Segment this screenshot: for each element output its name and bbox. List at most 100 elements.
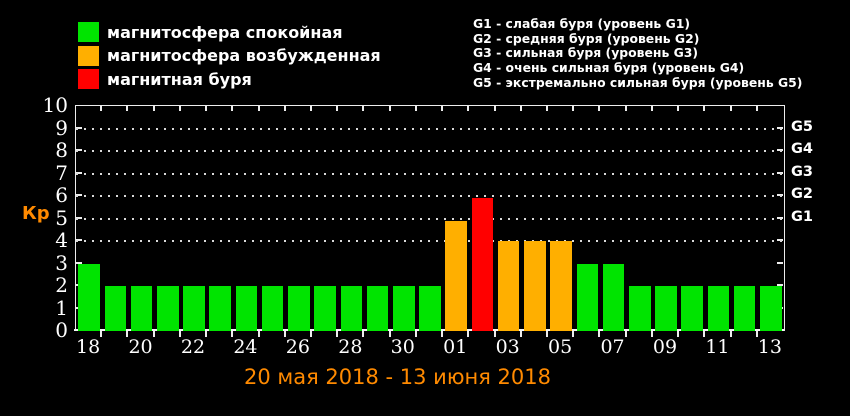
x-tick-top — [257, 106, 260, 111]
bar-23 — [209, 286, 231, 331]
y-tick-label: 7 — [55, 160, 68, 185]
storm-level-line: G5 - экстремально сильная буря (уровень … — [473, 74, 803, 90]
x-tick-bottom — [231, 331, 234, 337]
x-tick-top — [362, 106, 365, 111]
bar-22 — [183, 286, 205, 331]
legend-item: магнитная буря — [78, 69, 252, 89]
g-level-label-g1: G1 — [791, 208, 813, 225]
x-tick-label: 01 — [443, 336, 468, 358]
x-tick-bottom — [414, 331, 417, 337]
storm-level-line: G2 - средняя буря (уровень G2) — [473, 30, 700, 46]
x-tick-top — [467, 106, 470, 111]
y-tick-label: 3 — [55, 250, 68, 275]
x-tick-top — [624, 106, 627, 111]
gridline-kp5 — [76, 217, 784, 220]
x-tick-bottom — [703, 331, 706, 337]
x-tick-bottom — [388, 331, 391, 337]
bar-13 — [760, 286, 782, 331]
y-tick-left — [76, 261, 82, 264]
storm-level-line: G4 - очень сильная буря (уровень G4) — [473, 60, 745, 76]
bar-28 — [340, 286, 363, 331]
x-tick-bottom — [178, 331, 181, 337]
x-tick-bottom — [624, 331, 627, 337]
x-tick-top — [336, 106, 339, 111]
bar-24 — [235, 286, 258, 331]
y-tick-label: 5 — [55, 205, 68, 230]
bar-21 — [157, 286, 179, 331]
y-tick-label: 10 — [42, 93, 68, 117]
gridline-kp9 — [76, 127, 784, 130]
x-tick-bottom — [598, 331, 601, 337]
y-tick-label: 1 — [55, 295, 68, 320]
x-tick-bottom — [362, 331, 365, 337]
x-tick-top — [546, 106, 548, 111]
x-tick-bottom — [729, 331, 732, 337]
x-tick-label: 03 — [495, 336, 520, 358]
x-tick-bottom — [283, 331, 286, 337]
x-tick-top — [677, 106, 680, 111]
y-axis-title: Кр — [22, 203, 50, 224]
bar-29 — [366, 286, 389, 331]
bar-01 — [445, 220, 467, 331]
bar-12 — [733, 286, 756, 331]
bar-03 — [497, 241, 520, 331]
x-tick-label: 28 — [338, 336, 363, 358]
excited-swatch-icon — [78, 45, 99, 66]
x-tick-label: 09 — [652, 336, 678, 358]
bar-09 — [655, 286, 677, 331]
x-tick-top — [178, 106, 181, 111]
x-tick-top — [755, 106, 758, 111]
x-tick-top — [441, 106, 444, 111]
bar-07 — [602, 263, 625, 331]
bar-11 — [707, 286, 730, 331]
x-tick-bottom — [650, 331, 653, 337]
bar-02 — [471, 198, 494, 331]
bar-18 — [78, 263, 100, 331]
gridline-kp7 — [76, 172, 784, 175]
x-tick-label: 13 — [757, 336, 782, 358]
legend-item-label: магнитная буря — [107, 69, 252, 89]
x-tick-bottom — [441, 331, 444, 337]
bar-26 — [288, 286, 310, 331]
gridline-kp8 — [76, 150, 784, 152]
legend-item: магнитосфера спокойная — [78, 22, 343, 42]
plot-area — [75, 105, 785, 331]
bar-27 — [314, 286, 336, 331]
x-tick-top — [729, 106, 732, 111]
x-tick-top — [152, 106, 155, 111]
x-tick-top — [493, 106, 496, 111]
bar-10 — [681, 286, 703, 331]
y-tick-right — [777, 261, 783, 264]
x-tick-bottom — [205, 331, 208, 337]
x-tick-label: 30 — [390, 336, 415, 358]
bar-05 — [550, 241, 572, 331]
x-tick-top — [231, 106, 234, 111]
y-tick-label: 6 — [55, 183, 68, 207]
storm-swatch-icon — [78, 69, 99, 89]
bar-20 — [130, 286, 153, 331]
x-tick-label: 20 — [128, 336, 153, 358]
x-tick-label: 26 — [285, 336, 310, 358]
x-tick-bottom — [126, 331, 129, 337]
quiet-swatch-icon — [78, 22, 99, 42]
x-tick-bottom — [519, 331, 522, 337]
gridline-kp4 — [76, 240, 784, 242]
x-tick-bottom — [677, 331, 680, 337]
x-tick-label: 24 — [233, 336, 258, 358]
bar-19 — [104, 286, 127, 331]
x-tick-bottom — [755, 331, 758, 337]
legend-item-label: магнитосфера спокойная — [107, 22, 343, 42]
y-tick-label: 0 — [55, 318, 68, 342]
g-level-label-g2: G2 — [791, 186, 813, 202]
x-tick-bottom — [257, 331, 260, 337]
y-tick-right — [777, 284, 783, 286]
legend-item: магнитосфера возбужденная — [78, 45, 381, 66]
x-tick-bottom — [310, 331, 312, 337]
gridline-kp6 — [76, 195, 784, 197]
g-level-label-g4: G4 — [791, 141, 813, 157]
bar-31 — [419, 286, 441, 331]
y-tick-label: 9 — [55, 115, 68, 140]
x-tick-label: 11 — [705, 336, 730, 358]
x-tick-top — [703, 106, 706, 111]
g-level-label-g5: G5 — [791, 118, 813, 135]
